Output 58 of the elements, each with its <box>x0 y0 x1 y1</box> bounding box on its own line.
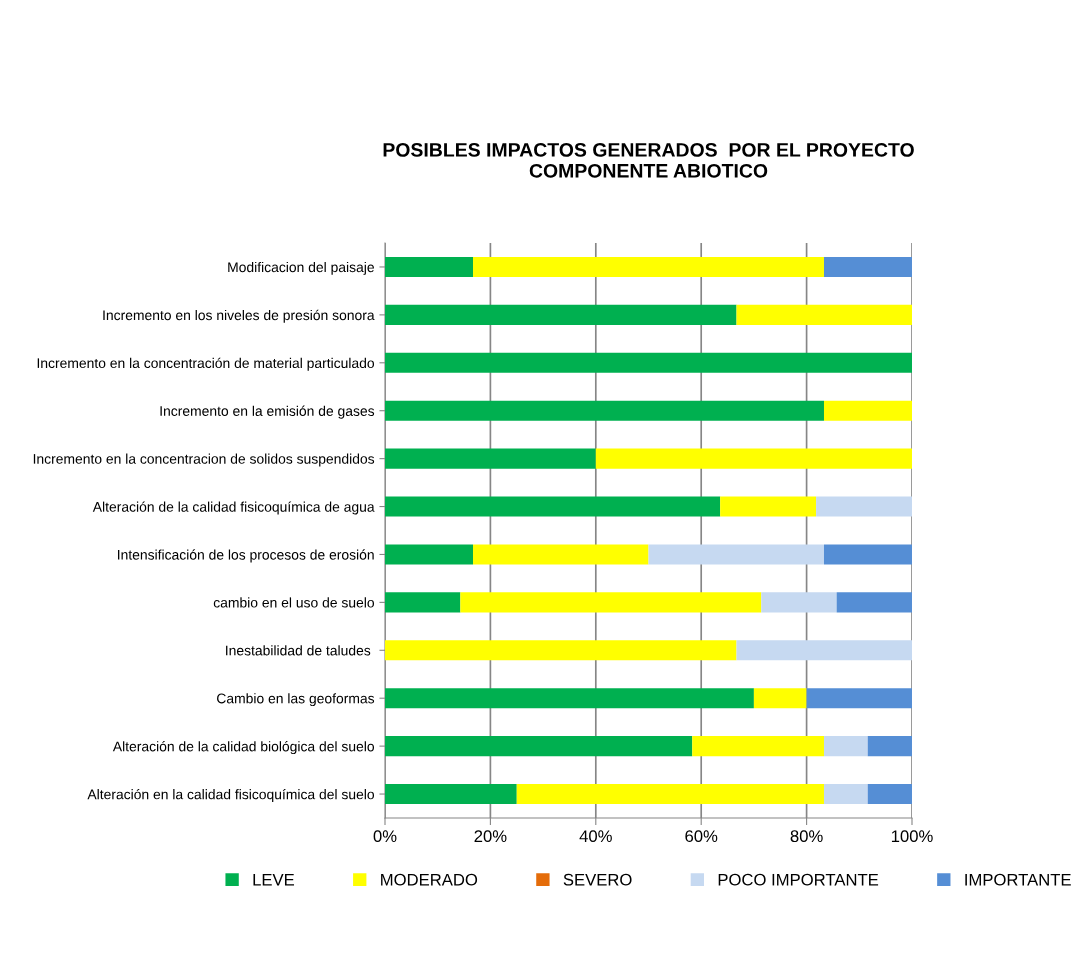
x-tick-label: 20% <box>474 830 507 843</box>
bar <box>823 256 912 278</box>
bar <box>816 496 912 517</box>
bar <box>761 592 837 613</box>
bar <box>867 783 912 805</box>
bar <box>385 448 596 469</box>
y-tick-label: Incremento en los niveles de presión sonora <box>103 309 375 323</box>
bar <box>460 592 762 613</box>
x-tick-label: 100% <box>891 830 933 843</box>
x-tick-label: 40% <box>579 830 612 843</box>
y-tick-label: Incremento en la emisión de gases <box>160 405 375 419</box>
legend-label: LEVE <box>253 873 295 886</box>
bar <box>836 592 912 613</box>
bar <box>692 736 824 757</box>
legend-label: POCO IMPORTANTE <box>718 873 879 886</box>
bar <box>385 304 737 325</box>
bar <box>736 304 912 325</box>
y-tick-label: Intensificación de los procesos de erosión <box>118 549 374 563</box>
bar <box>806 688 912 709</box>
bar <box>385 352 912 373</box>
bar <box>473 544 649 565</box>
y-tick-label: Incremento en la concentracion de solidos suspendidos <box>33 453 375 467</box>
bar <box>385 496 721 517</box>
y-tick-label: Alteración en la calidad fisicoquímica del suelo <box>87 788 375 803</box>
bar <box>867 736 912 757</box>
y-tick-label: Incremento en la concentración de material particulado <box>37 357 375 371</box>
bar <box>736 640 912 661</box>
bar <box>753 688 807 709</box>
legend-label: IMPORTANTE <box>965 873 1071 886</box>
bar <box>385 592 461 613</box>
legend-label: MODERADO <box>381 873 478 886</box>
bar <box>823 544 912 565</box>
bar <box>516 783 824 805</box>
bar <box>823 783 868 805</box>
bar <box>823 400 912 421</box>
bar <box>823 736 868 757</box>
bar <box>473 256 824 278</box>
bar <box>385 256 474 278</box>
chart-title: POSIBLES IMPACTOS GENERADOS POR EL PROYECTO COMPONENTE ABIOTICO <box>383 142 914 178</box>
y-tick-label: Modificacion del paisaje <box>228 261 374 275</box>
y-tick-label: Inestabilidad de taludes <box>226 645 371 656</box>
x-tick-label: 80% <box>790 830 823 843</box>
bar <box>385 544 474 565</box>
bar <box>595 448 912 469</box>
y-tick-label: Alteración de la calidad biológica del suelo <box>112 741 375 755</box>
y-tick-label: cambio en el uso de suelo <box>213 597 375 608</box>
bar <box>648 544 824 565</box>
bar <box>720 496 817 517</box>
y-tick-label: Alteración de la calidad fisicoquímica de agua <box>92 501 375 515</box>
y-tick-label: Cambio en las geoformas <box>217 693 375 707</box>
bar <box>385 736 693 757</box>
bar <box>385 688 754 709</box>
x-tick-label: 0% <box>373 830 397 843</box>
bar <box>385 640 737 661</box>
bar <box>385 400 824 421</box>
x-tick-label: 60% <box>685 830 718 843</box>
legend-label: SEVERO <box>563 873 632 886</box>
bar <box>385 783 517 805</box>
